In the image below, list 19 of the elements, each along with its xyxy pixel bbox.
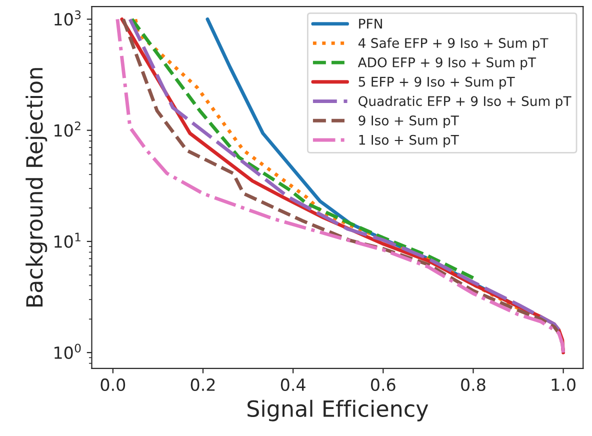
y-tick-label: 10$^{1}$	[54, 232, 80, 248]
legend-label: Quadratic EFP + 9 Iso + Sum pT	[358, 96, 572, 109]
legend-label: ADO EFP + 9 Iso + Sum pT	[358, 57, 536, 70]
legend-label: 5 EFP + 9 Iso + Sum pT	[358, 76, 515, 90]
x-tick-label: 0.0	[100, 378, 126, 392]
x-tick-label: 0.8	[461, 378, 486, 392]
x-tick-label: 1.0	[552, 378, 576, 392]
y-tick-label: 10$^{0}$	[54, 344, 81, 360]
x-axis-title: Signal Efficiency	[248, 400, 428, 422]
y-tick-label: 10$^{2}$	[54, 121, 80, 137]
legend-label: PFN	[359, 18, 382, 28]
x-tick-label: 0.4	[280, 378, 306, 392]
legend-label: 1 Iso + Sum pT	[359, 134, 459, 148]
x-tick-label: 0.2	[190, 378, 215, 392]
x-tick-label: 0.6	[371, 378, 396, 392]
legend-label: 9 Iso + Sum pT	[358, 115, 459, 128]
legend-label: 4 Safe EFP + 9 Iso + Sum pT	[358, 38, 548, 51]
y-tick-label: 10$^{3}$	[54, 10, 81, 26]
y-axis-title: Background Rejection	[26, 68, 48, 306]
